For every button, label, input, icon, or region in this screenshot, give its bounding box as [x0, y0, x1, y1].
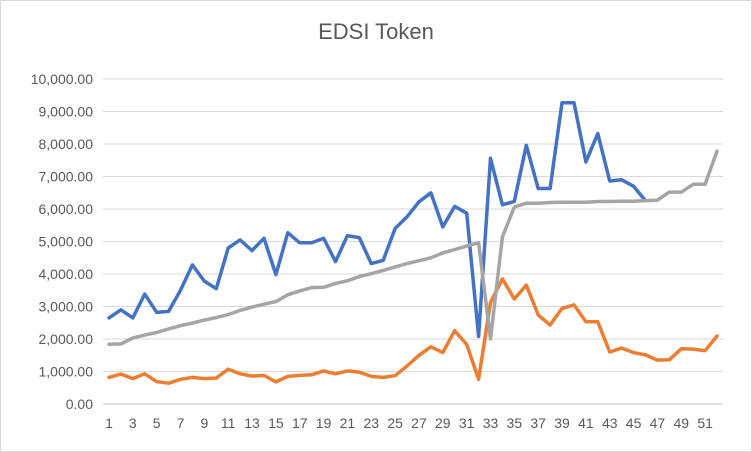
y-tick-label: 5,000.00 — [39, 234, 94, 250]
y-tick-label: 0.00 — [66, 396, 93, 412]
x-tick-label: 11 — [221, 415, 236, 431]
x-tick-label: 45 — [626, 415, 642, 431]
x-tick-label: 1 — [105, 415, 113, 431]
x-tick-label: 25 — [387, 415, 403, 431]
x-tick-label: 49 — [673, 415, 689, 431]
x-tick-label: 39 — [554, 415, 570, 431]
x-tick-label: 35 — [507, 415, 523, 431]
x-tick-label: 7 — [177, 415, 185, 431]
x-tick-label: 37 — [530, 415, 546, 431]
series-lines — [107, 100, 719, 385]
gridlines — [103, 78, 723, 405]
y-tick-label: 2,000.00 — [39, 331, 94, 347]
y-tick-label: 8,000.00 — [39, 136, 94, 152]
x-tick-label: 41 — [578, 415, 594, 431]
x-tick-label: 15 — [268, 415, 284, 431]
x-tick-label: 43 — [602, 415, 618, 431]
chart-title: EDSI Token — [318, 19, 434, 44]
x-tick-label: 51 — [697, 415, 713, 431]
x-tick-label: 29 — [435, 415, 451, 431]
y-tick-label: 10,000.00 — [31, 71, 93, 87]
y-tick-label: 6,000.00 — [39, 201, 94, 217]
x-tick-label: 13 — [244, 415, 260, 431]
y-axis-ticks: 0.00 1,000.00 2,000.00 3,000.00 4,000.00 5,00… — [31, 71, 94, 412]
y-tick-label: 4,000.00 — [39, 266, 94, 282]
x-tick-label: 5 — [153, 415, 161, 431]
x-tick-label: 3 — [129, 415, 137, 431]
x-tick-label: 17 — [292, 415, 308, 431]
x-axis-ticks: 1 3 5 7 9 11 13 15 17 19 21 23 25 27 29 31 33 35 37 39 41 43 4… — [105, 415, 713, 431]
x-tick-label: 33 — [483, 415, 499, 431]
y-tick-label: 9,000.00 — [39, 104, 94, 120]
x-tick-label: 23 — [363, 415, 379, 431]
y-tick-label: 7,000.00 — [39, 169, 94, 185]
series-line-3 — [107, 149, 719, 346]
x-tick-label: 9 — [200, 415, 208, 431]
series-line-2 — [107, 277, 719, 385]
x-tick-label: 19 — [316, 415, 332, 431]
x-tick-label: 21 — [340, 415, 356, 431]
y-tick-label: 3,000.00 — [39, 299, 94, 315]
y-tick-label: 1,000.00 — [39, 364, 94, 380]
x-tick-label: 27 — [411, 415, 427, 431]
x-tick-label: 47 — [650, 415, 666, 431]
x-tick-label: 31 — [459, 415, 475, 431]
series-line-1 — [107, 100, 648, 339]
